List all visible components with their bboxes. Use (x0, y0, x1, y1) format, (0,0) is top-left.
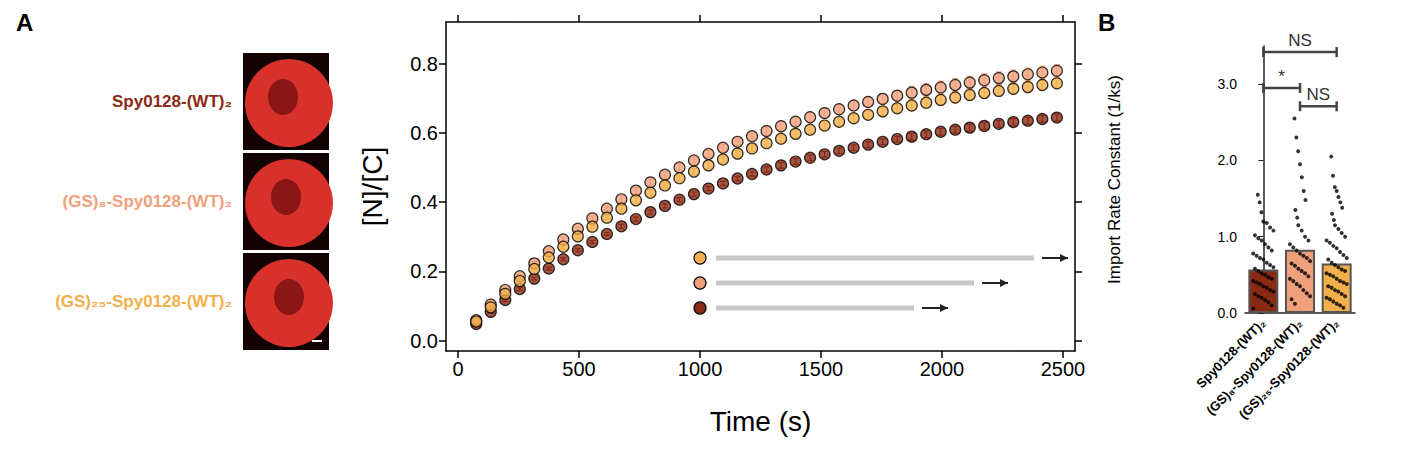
svg-text:(GS)₈-Spy0128-(WT)₂: (GS)₈-Spy0128-(WT)₂ (1203, 315, 1306, 418)
svg-text:0.8: 0.8 (410, 53, 438, 75)
svg-text:2000: 2000 (920, 358, 965, 380)
svg-text:3.0: 3.0 (1218, 76, 1238, 92)
svg-text:*: * (1278, 67, 1285, 86)
svg-text:Spy0128-(WT)₂: Spy0128-(WT)₂ (112, 92, 232, 111)
svg-text:500: 500 (562, 358, 595, 380)
svg-text:NS: NS (1288, 31, 1312, 50)
svg-text:A: A (16, 9, 33, 36)
svg-text:Time (s): Time (s) (710, 406, 812, 437)
svg-text:0.0: 0.0 (1218, 305, 1238, 321)
svg-text:B: B (1098, 9, 1115, 36)
svg-text:Import Rate Constant (1/ks): Import Rate Constant (1/ks) (1105, 75, 1124, 284)
svg-text:[N]/[C]: [N]/[C] (357, 147, 388, 226)
svg-text:2500: 2500 (1041, 358, 1086, 380)
svg-text:NS: NS (1307, 85, 1331, 104)
svg-text:(GS)₈-Spy0128-(WT)₂: (GS)₈-Spy0128-(WT)₂ (63, 192, 232, 211)
svg-text:1000: 1000 (678, 358, 723, 380)
svg-text:(GS)₂₅-Spy0128-(WT)₂: (GS)₂₅-Spy0128-(WT)₂ (1236, 316, 1342, 422)
svg-text:0.0: 0.0 (410, 330, 438, 352)
svg-text:(GS)₂₅-Spy0128-(WT)₂: (GS)₂₅-Spy0128-(WT)₂ (55, 292, 232, 311)
svg-text:0.2: 0.2 (410, 260, 438, 282)
svg-text:0.6: 0.6 (410, 122, 438, 144)
svg-text:1.0: 1.0 (1218, 229, 1238, 245)
svg-text:0: 0 (453, 358, 464, 380)
svg-text:2.0: 2.0 (1218, 152, 1238, 168)
svg-text:Spy0128-(WT)₂: Spy0128-(WT)₂ (1193, 315, 1269, 392)
svg-text:1500: 1500 (799, 358, 844, 380)
svg-text:0.4: 0.4 (410, 191, 438, 213)
